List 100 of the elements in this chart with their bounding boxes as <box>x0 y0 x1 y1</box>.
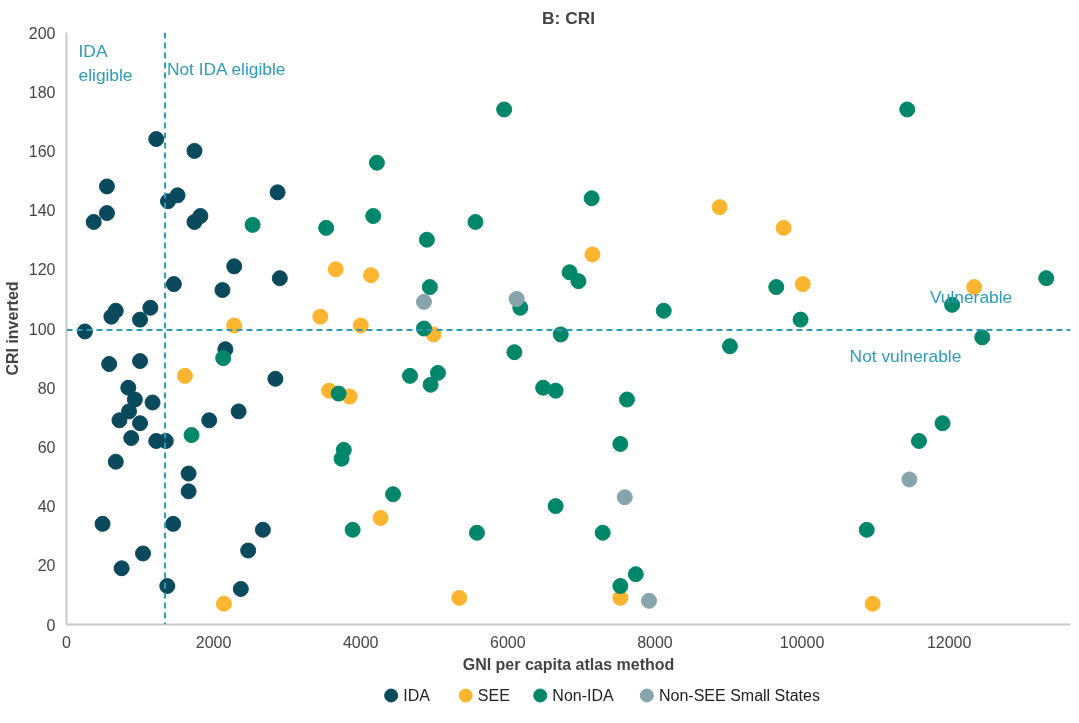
y-tick-label: 40 <box>37 498 56 516</box>
point <box>333 450 350 467</box>
point <box>113 560 130 577</box>
point <box>144 394 161 411</box>
point <box>132 353 149 370</box>
point <box>107 453 124 470</box>
point <box>655 302 672 319</box>
point <box>616 489 633 506</box>
point <box>451 589 468 606</box>
y-tick-label: 200 <box>28 24 56 42</box>
point <box>352 317 369 334</box>
annotation: Not vulnerable <box>849 346 962 367</box>
point <box>201 412 218 429</box>
point <box>422 376 439 393</box>
point <box>94 515 111 532</box>
chart-title: B: CRI <box>542 7 595 28</box>
point <box>372 509 389 526</box>
point <box>363 267 380 284</box>
point <box>180 465 197 482</box>
point <box>120 379 137 396</box>
point <box>232 580 249 597</box>
point <box>496 101 513 118</box>
point <box>244 216 261 233</box>
point <box>467 213 484 230</box>
point <box>1038 270 1055 287</box>
point <box>547 498 564 515</box>
point <box>230 403 247 420</box>
point <box>142 299 159 316</box>
point <box>123 430 140 447</box>
point <box>330 385 347 402</box>
point <box>344 521 361 538</box>
point <box>794 276 811 293</box>
legend-label: SEE <box>477 687 510 704</box>
point <box>401 367 418 384</box>
point <box>365 208 382 225</box>
point <box>627 566 644 583</box>
point <box>267 370 284 387</box>
point <box>215 350 232 367</box>
point <box>864 595 881 612</box>
annotation: IDA eligible <box>78 41 133 86</box>
point <box>612 435 629 452</box>
point <box>126 391 143 408</box>
point <box>612 578 629 595</box>
x-tick-label: 2000 <box>195 633 232 651</box>
point <box>132 311 149 328</box>
x-tick-label: 4000 <box>342 633 379 651</box>
legend-label: IDA <box>403 687 431 704</box>
point <box>385 486 402 503</box>
point <box>176 367 193 384</box>
x-tick-label: 8000 <box>637 633 673 651</box>
annotation: Not IDA eligible <box>166 59 286 80</box>
y-tick-label: 0 <box>46 616 56 634</box>
point <box>594 524 611 541</box>
point <box>506 344 523 361</box>
point <box>186 142 203 159</box>
x-tick-label: 10000 <box>779 633 825 651</box>
point <box>240 542 257 559</box>
x-tick-label: 12000 <box>926 633 972 651</box>
point <box>899 101 916 118</box>
point <box>418 231 435 248</box>
y-tick-label: 100 <box>28 320 56 338</box>
point <box>169 187 186 204</box>
point <box>368 154 385 171</box>
point <box>85 213 102 230</box>
y-tick-label: 140 <box>28 202 56 220</box>
point <box>570 273 587 290</box>
y-tick-label: 180 <box>28 83 56 101</box>
point <box>768 279 785 296</box>
annotation: Vulnerable <box>929 287 1013 308</box>
point <box>552 326 569 343</box>
point <box>101 356 118 373</box>
y-tick-label: 80 <box>37 379 56 397</box>
point <box>858 521 875 538</box>
point <box>508 290 525 307</box>
y-axis-title: CRI inverted <box>3 281 21 376</box>
point <box>775 219 792 236</box>
x-tick-label: 6000 <box>490 633 526 651</box>
point <box>180 483 197 500</box>
point <box>159 578 176 595</box>
point <box>254 521 271 538</box>
y-tick-label: 60 <box>37 438 56 456</box>
point <box>98 178 115 195</box>
point <box>192 208 209 225</box>
point <box>584 246 601 263</box>
point <box>165 515 182 532</box>
point <box>107 302 124 319</box>
point <box>415 293 432 310</box>
point <box>318 219 335 236</box>
point <box>226 317 243 334</box>
point <box>111 412 128 429</box>
point <box>98 205 115 222</box>
point <box>226 258 243 275</box>
point <box>135 545 151 562</box>
point <box>618 391 635 408</box>
point <box>792 311 809 328</box>
point <box>901 471 918 488</box>
point <box>934 415 951 432</box>
point <box>421 279 438 296</box>
x-tick-label: 0 <box>62 633 72 651</box>
legend-label: Non-SEE Small States <box>659 687 820 704</box>
